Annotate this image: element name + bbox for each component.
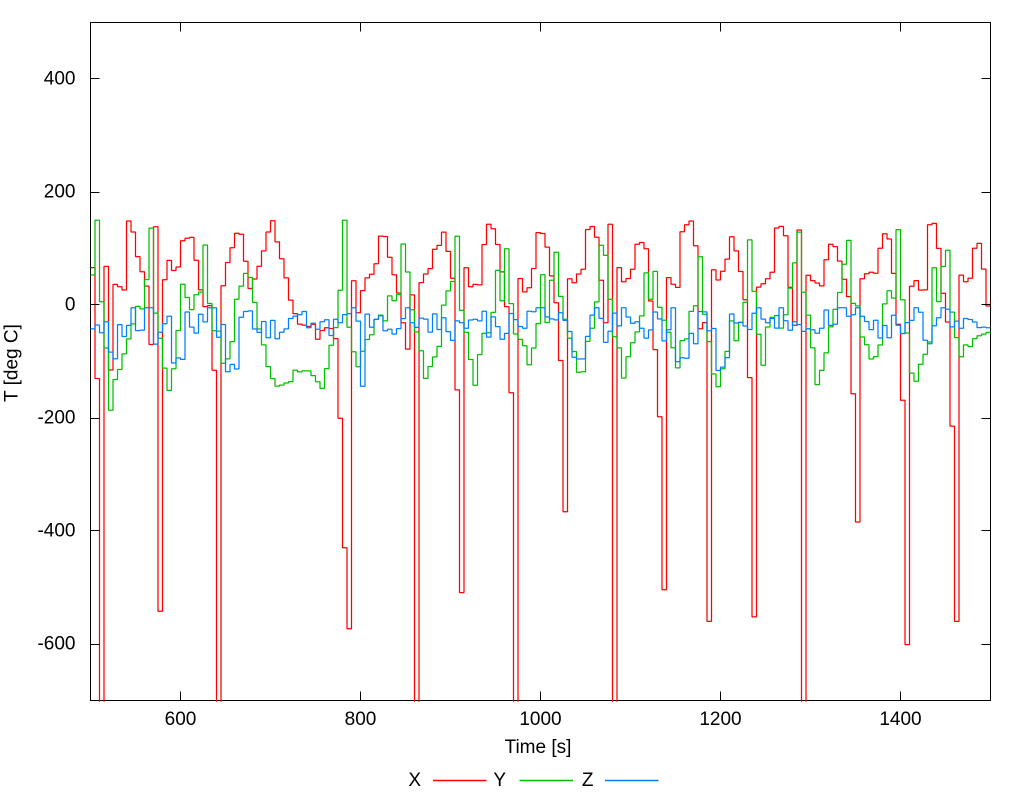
- svg-text:-200: -200: [37, 408, 75, 429]
- svg-text:200: 200: [44, 182, 76, 203]
- svg-text:Z: Z: [582, 770, 594, 791]
- svg-text:600: 600: [165, 709, 197, 730]
- svg-text:1400: 1400: [879, 709, 921, 730]
- svg-text:1000: 1000: [519, 709, 561, 730]
- svg-text:0: 0: [65, 295, 76, 316]
- svg-text:800: 800: [345, 709, 377, 730]
- svg-text:T [deg C]: T [deg C]: [2, 324, 23, 402]
- svg-text:400: 400: [44, 69, 76, 90]
- svg-text:X: X: [408, 770, 421, 791]
- svg-text:Y: Y: [493, 770, 506, 791]
- svg-text:-600: -600: [37, 634, 75, 655]
- svg-text:1200: 1200: [699, 709, 741, 730]
- svg-text:Time [s]: Time [s]: [505, 737, 572, 758]
- svg-text:-400: -400: [37, 521, 75, 542]
